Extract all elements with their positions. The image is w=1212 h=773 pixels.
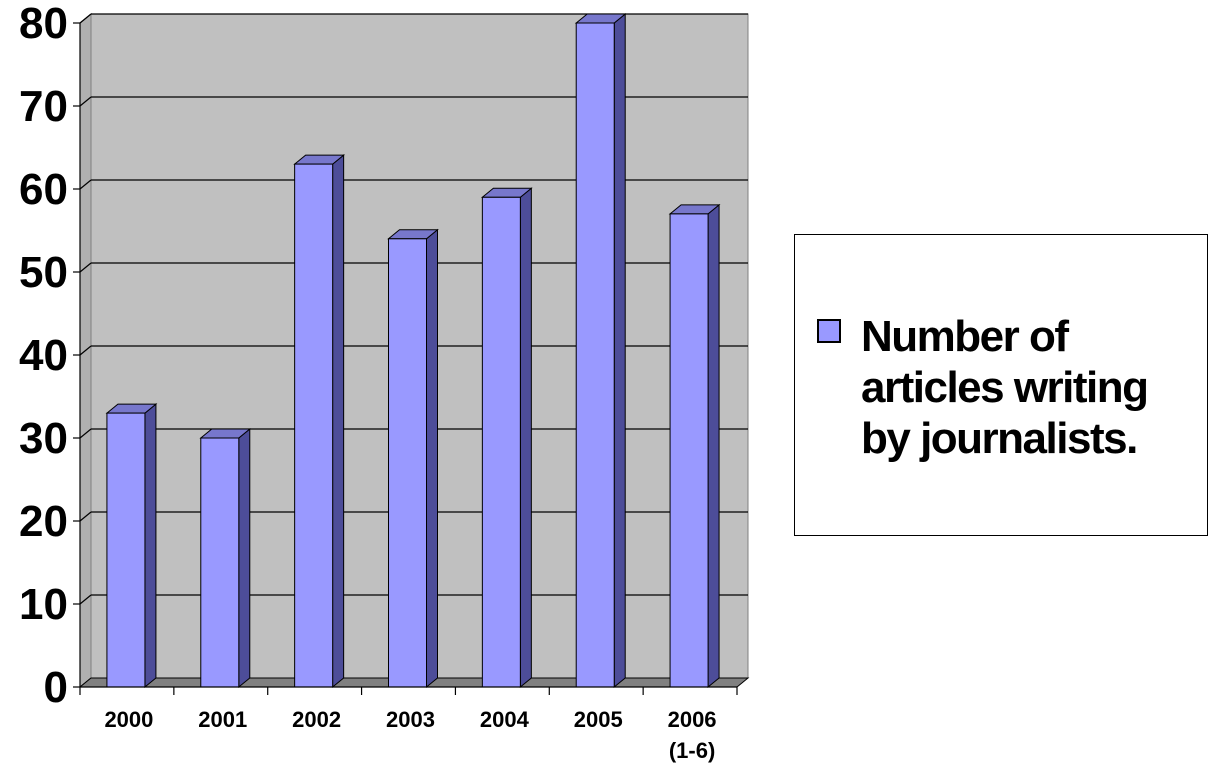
x-tick-label: 2003 [386, 707, 435, 732]
legend-swatch [817, 319, 841, 343]
gridline-side [79, 179, 92, 190]
legend-label: Number of articles writing by journalist… [861, 312, 1149, 463]
gridline-side [79, 96, 92, 107]
bar [199, 427, 252, 689]
y-tick-label: 0 [44, 663, 68, 712]
x-tick-label: (1-6) [669, 738, 715, 763]
bar-front [669, 213, 709, 688]
gridline-side [79, 345, 92, 356]
gridline-side [79, 594, 92, 605]
bar-side [238, 427, 251, 689]
bar-side [426, 228, 438, 689]
y-axis: 0 10 20 30 40 50 60 70 80 [19, 0, 81, 712]
bar-front [575, 22, 615, 688]
bar [480, 187, 533, 689]
bar-side [519, 187, 532, 689]
x-tick-label: 2002 [292, 707, 341, 732]
bar-side [707, 203, 720, 689]
y-tick-label: 80 [19, 0, 68, 48]
bar-front [106, 412, 146, 688]
gridline-side [79, 428, 92, 439]
y-tick-label: 70 [19, 82, 68, 131]
legend: Number of articles writing by journalist… [794, 234, 1208, 536]
x-tick-label: 2001 [198, 707, 247, 732]
bars [105, 12, 721, 689]
bar-front [388, 238, 427, 688]
y-tick-label: 50 [19, 248, 68, 297]
y-tick-label: 40 [19, 331, 68, 380]
bar-front [200, 437, 240, 688]
y-tick-label: 10 [19, 580, 68, 629]
bar [293, 154, 346, 689]
x-tick-label: 2005 [574, 707, 623, 732]
bar-side [144, 403, 157, 689]
gridline-side [79, 262, 92, 273]
bar-front [481, 196, 521, 688]
y-tick-label: 30 [19, 414, 68, 463]
gridline-side [79, 511, 92, 522]
x-tick-label: 2004 [480, 707, 530, 732]
bar [387, 228, 439, 689]
bar [574, 12, 627, 689]
bar-front [294, 163, 334, 688]
y-tick-label: 60 [19, 165, 68, 214]
bar-side [332, 154, 345, 689]
x-tick-label: 2000 [104, 707, 153, 732]
x-axis: 2000 2001 2002 2003 2004 2005 2006 (1-6) [79, 686, 738, 763]
bar [105, 403, 158, 689]
x-tick-label: 2006 [668, 707, 717, 732]
bar [668, 203, 721, 689]
gridline-side [79, 13, 92, 24]
bar-side [613, 12, 626, 689]
y-tick-label: 20 [19, 497, 68, 546]
